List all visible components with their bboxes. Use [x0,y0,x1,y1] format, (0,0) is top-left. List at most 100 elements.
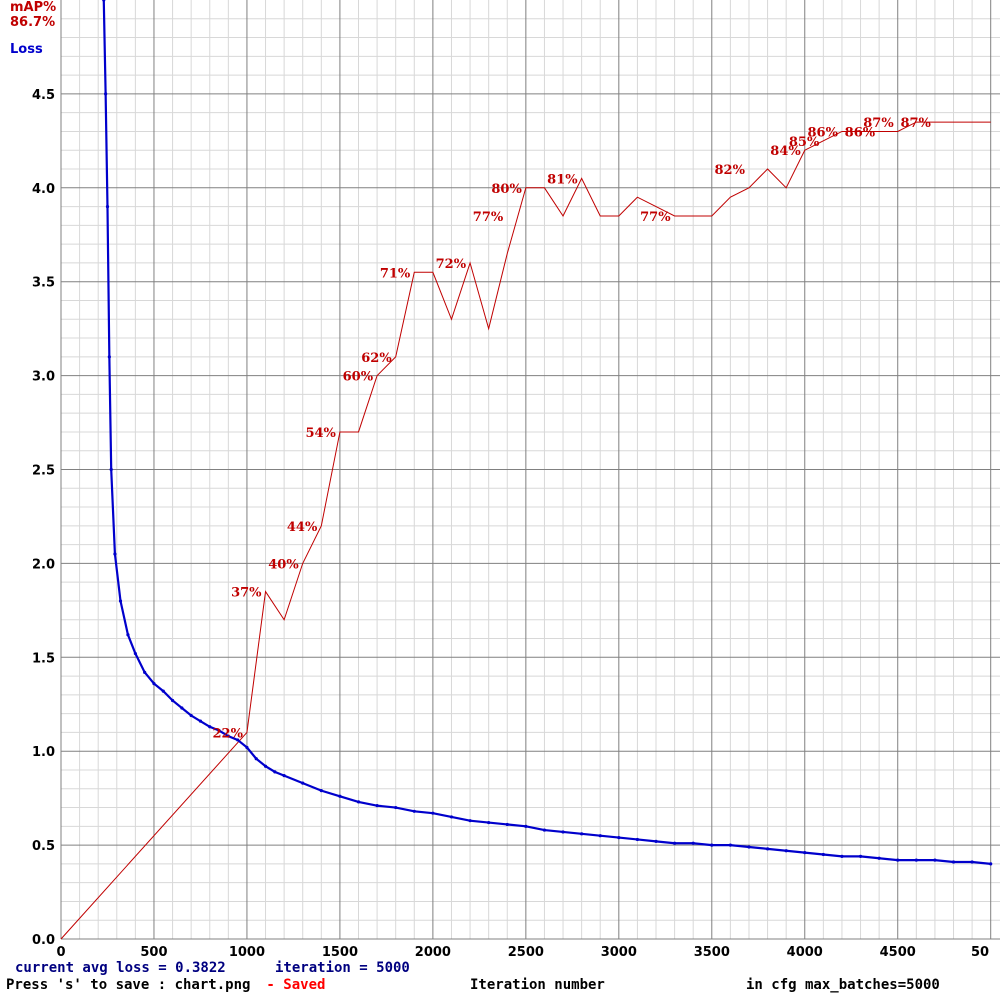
y-tick-label: 2.0 [32,557,55,572]
loss-point [152,681,156,686]
loss-point [105,204,110,209]
loss-point [263,764,268,768]
save-hint: Press 's' to save : chart.png [6,977,251,993]
loss-point [561,830,565,834]
loss-point [654,839,658,843]
map-data-label: 85% [789,135,820,150]
y-tick-label: 3.5 [32,276,55,291]
map-data-label: 40% [268,557,299,572]
loss-point [840,854,844,858]
x-tick-label: 3500 [694,945,730,960]
map-data-label: 84% [770,144,801,159]
x-tick-label: 500 [140,945,167,960]
loss-point [747,845,751,849]
loss-point [170,698,175,703]
x-tick-label: 2000 [415,945,451,960]
y-tick-label: 3.0 [32,370,55,385]
loss-point [356,800,361,804]
loss-point [338,794,342,798]
y-tick-label: 1.5 [32,651,55,666]
saved-status: - Saved [258,977,326,993]
map-data-label: 37% [231,586,262,601]
loss-point [107,355,111,359]
max-batches-info: in cfg max_batches=5000 [746,977,940,993]
x-tick-label: 4000 [787,945,823,960]
loss-point [319,789,323,793]
loss-point [198,719,203,723]
loss-point [104,92,108,96]
map-data-label: 86% [807,125,838,140]
loss-point [989,862,993,866]
map-data-label: 22% [212,726,243,741]
loss-point [914,858,918,862]
loss-point [109,467,113,472]
map-data-label: 87% [900,116,931,131]
map-data-label: 54% [305,426,336,441]
x-tick-label: 4500 [880,945,916,960]
loss-point [375,804,379,808]
loss-point [189,713,193,718]
loss-point [208,725,212,729]
y-tick-label: 4.5 [32,88,55,103]
loss-point [282,774,286,778]
loss-point [118,599,123,603]
loss-point [236,738,240,742]
map-data-label: 81% [547,172,578,187]
loss-point [598,834,602,838]
loss-point [542,828,547,832]
map-current-value: 86.7% [10,15,56,30]
x-tick-label: 1500 [322,945,358,960]
map-data-label: 86% [845,125,876,140]
loss-point [673,841,677,845]
loss-point [113,552,117,556]
loss-point [217,728,221,733]
y-tick-label: 0.5 [32,839,55,854]
x-tick-label: 1000 [229,945,265,960]
loss-point [245,745,249,750]
loss-point [691,841,695,845]
loss-point [617,835,621,840]
y-tick-label: 2.5 [32,464,55,479]
map-data-label: 77% [640,210,671,225]
loss-point [133,651,137,656]
y-tick-label: 4.0 [32,182,55,197]
loss-point [301,781,305,785]
loss-axis-title: Loss [10,42,43,57]
loss-point [803,851,807,855]
y-tick-label: 1.0 [32,745,55,760]
map-data-label: 72% [436,257,467,272]
map-data-label: 87% [863,116,894,131]
map-series-line [60,121,991,940]
map-axis-title: mAP% [10,0,57,15]
loss-point [765,847,770,851]
iteration-status: iteration = 5000 [275,960,410,976]
loss-point [126,633,130,637]
loss-point [254,757,258,761]
loss-point [933,858,937,862]
loss-point [102,0,106,2]
loss-point [970,860,974,864]
x-tick-label: 2500 [508,945,544,960]
x-tick-label: 0 [56,945,65,960]
loss-point [580,832,584,836]
loss-point [505,822,509,827]
loss-point [877,856,881,860]
y-tick-label: 0.0 [32,933,55,948]
map-data-label: 44% [287,520,318,535]
loss-point [431,811,435,815]
x-tick-label: 3000 [601,945,637,960]
loss-point [896,858,900,862]
map-data-label: 80% [491,182,522,197]
loss-point [394,805,398,810]
loss-point [143,670,147,674]
loss-point [821,852,825,857]
map-data-label: 77% [473,210,504,225]
loss-point [951,860,956,864]
loss-point [635,837,640,842]
loss-point [728,843,732,847]
loss-point [710,843,714,847]
loss-point [524,824,528,828]
current-loss-status: current avg loss = 0.3822 [15,960,226,976]
x-axis-label: Iteration number [470,977,605,993]
